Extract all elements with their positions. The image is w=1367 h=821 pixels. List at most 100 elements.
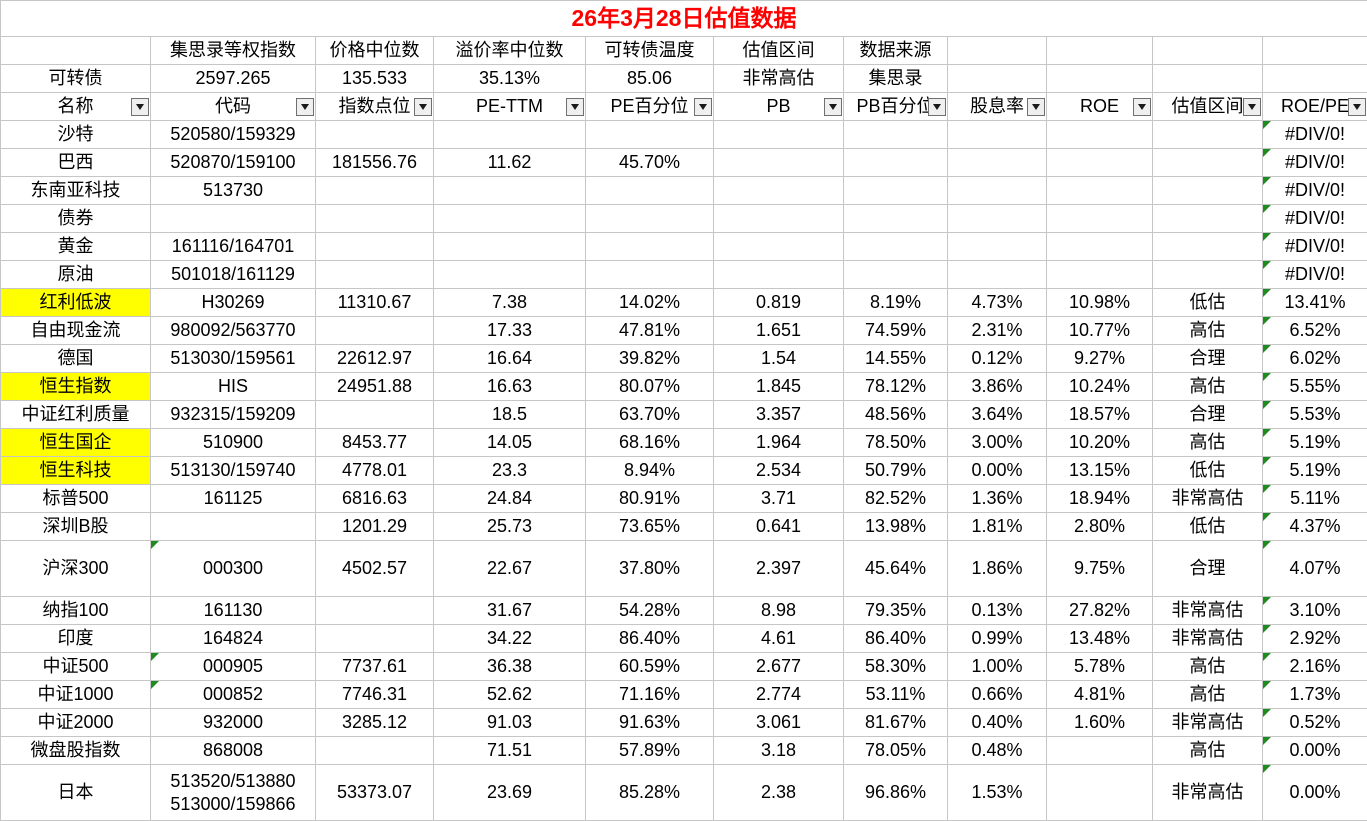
cell-roe-pe[interactable]: 5.53%: [1262, 400, 1367, 429]
cell-index-level[interactable]: 7746.31: [315, 680, 434, 709]
cell-pe-percentile[interactable]: 86.40%: [585, 624, 714, 653]
cell-valuation-zone[interactable]: 非常高估: [1152, 624, 1263, 653]
cell-code[interactable]: 510900: [150, 428, 316, 457]
cell-pb[interactable]: 1.845: [713, 372, 844, 401]
cell-pe-ttm[interactable]: 52.62: [433, 680, 586, 709]
cell-roe[interactable]: 13.48%: [1046, 624, 1153, 653]
cb-header-price-median[interactable]: 价格中位数: [315, 36, 434, 65]
cell-pe-percentile[interactable]: 39.82%: [585, 344, 714, 373]
cell-name[interactable]: 黄金: [0, 232, 151, 261]
cell-roe[interactable]: [1046, 120, 1153, 149]
cell-pe-ttm[interactable]: 34.22: [433, 624, 586, 653]
col-header-valuation-zone[interactable]: 估值区间: [1152, 92, 1263, 121]
cell-dividend-yield[interactable]: 1.81%: [947, 512, 1047, 541]
cell-dividend-yield[interactable]: 0.40%: [947, 708, 1047, 737]
cb-temperature-value[interactable]: 85.06: [585, 64, 714, 93]
cell-roe[interactable]: 2.80%: [1046, 512, 1153, 541]
col-header-name[interactable]: 名称: [0, 92, 151, 121]
cell-pb-percentile[interactable]: 74.59%: [843, 316, 948, 345]
cell-pb[interactable]: 2.38: [713, 764, 844, 821]
cell-dividend-yield[interactable]: 2.31%: [947, 316, 1047, 345]
cell-name[interactable]: 东南亚科技: [0, 176, 151, 205]
cell-pe-percentile[interactable]: [585, 176, 714, 205]
cell-roe[interactable]: 9.27%: [1046, 344, 1153, 373]
cell-pb[interactable]: 1.54: [713, 344, 844, 373]
cell-valuation-zone[interactable]: 非常高估: [1152, 764, 1263, 821]
cell-name[interactable]: 红利低波: [0, 288, 151, 317]
cell-pe-ttm[interactable]: 11.62: [433, 148, 586, 177]
cell-name[interactable]: 深圳B股: [0, 512, 151, 541]
cell-code[interactable]: 980092/563770: [150, 316, 316, 345]
cell-pb-percentile[interactable]: 96.86%: [843, 764, 948, 821]
cell-dividend-yield[interactable]: 0.48%: [947, 736, 1047, 765]
cell-code[interactable]: 520580/159329: [150, 120, 316, 149]
cell-name[interactable]: 沪深300: [0, 540, 151, 597]
cell-valuation-zone[interactable]: 合理: [1152, 540, 1263, 597]
cell-pe-ttm[interactable]: 14.05: [433, 428, 586, 457]
cell-pe-ttm[interactable]: [433, 260, 586, 289]
cell-index-level[interactable]: 24951.88: [315, 372, 434, 401]
cell-roe-pe[interactable]: 4.07%: [1262, 540, 1367, 597]
cell-valuation-zone[interactable]: [1152, 148, 1263, 177]
cell-pb[interactable]: 2.677: [713, 652, 844, 681]
cell-code[interactable]: H30269: [150, 288, 316, 317]
filter-button[interactable]: [694, 97, 712, 116]
cell-dividend-yield[interactable]: 3.86%: [947, 372, 1047, 401]
empty-cell[interactable]: [1262, 64, 1367, 93]
cb-premium-median-value[interactable]: 35.13%: [433, 64, 586, 93]
cell-pe-ttm[interactable]: 91.03: [433, 708, 586, 737]
cell-pe-percentile[interactable]: 68.16%: [585, 428, 714, 457]
cell-roe[interactable]: [1046, 260, 1153, 289]
cell-valuation-zone[interactable]: 高估: [1152, 680, 1263, 709]
cell-code[interactable]: 161125: [150, 484, 316, 513]
cell-pb[interactable]: 3.71: [713, 484, 844, 513]
cell-pb[interactable]: 8.98: [713, 596, 844, 625]
cell-name[interactable]: 债券: [0, 204, 151, 233]
cell-roe[interactable]: 10.77%: [1046, 316, 1153, 345]
cell-roe[interactable]: 1.60%: [1046, 708, 1153, 737]
cell-valuation-zone[interactable]: 非常高估: [1152, 484, 1263, 513]
cell-pb[interactable]: 0.641: [713, 512, 844, 541]
cell-valuation-zone[interactable]: 非常高估: [1152, 596, 1263, 625]
cell-pb[interactable]: 1.964: [713, 428, 844, 457]
cb-header-jisilu-index[interactable]: 集思录等权指数: [150, 36, 316, 65]
cell-pe-percentile[interactable]: 80.91%: [585, 484, 714, 513]
cell-index-level[interactable]: 7737.61: [315, 652, 434, 681]
cell-roe-pe[interactable]: 1.73%: [1262, 680, 1367, 709]
cell-roe-pe[interactable]: 5.19%: [1262, 428, 1367, 457]
cell-pe-percentile[interactable]: 37.80%: [585, 540, 714, 597]
cell-dividend-yield[interactable]: [947, 148, 1047, 177]
cell-dividend-yield[interactable]: 0.00%: [947, 456, 1047, 485]
cell-roe[interactable]: [1046, 148, 1153, 177]
cell-code[interactable]: 868008: [150, 736, 316, 765]
cell-name[interactable]: 印度: [0, 624, 151, 653]
cell-pb-percentile[interactable]: 50.79%: [843, 456, 948, 485]
cell-roe-pe[interactable]: 13.41%: [1262, 288, 1367, 317]
cell-pb-percentile[interactable]: 13.98%: [843, 512, 948, 541]
cell-pe-ttm[interactable]: 22.67: [433, 540, 586, 597]
filter-button[interactable]: [131, 97, 149, 116]
cell-roe[interactable]: 10.24%: [1046, 372, 1153, 401]
filter-button[interactable]: [566, 97, 584, 116]
cb-header-valuation-zone[interactable]: 估值区间: [713, 36, 844, 65]
cell-pe-ttm[interactable]: 18.5: [433, 400, 586, 429]
cell-code[interactable]: 513520/513880 513000/159866: [150, 764, 316, 821]
cell-index-level[interactable]: 3285.12: [315, 708, 434, 737]
cell-pb-percentile[interactable]: 14.55%: [843, 344, 948, 373]
cell-pb-percentile[interactable]: 8.19%: [843, 288, 948, 317]
cell-pb[interactable]: 4.61: [713, 624, 844, 653]
cell-code[interactable]: [150, 512, 316, 541]
cell-roe-pe[interactable]: 5.19%: [1262, 456, 1367, 485]
cell-pb-percentile[interactable]: 82.52%: [843, 484, 948, 513]
cell-index-level[interactable]: [315, 736, 434, 765]
filter-button[interactable]: [296, 97, 314, 116]
cell-pb-percentile[interactable]: 86.40%: [843, 624, 948, 653]
cell-roe[interactable]: [1046, 176, 1153, 205]
cell-pb-percentile[interactable]: 53.11%: [843, 680, 948, 709]
cell-code[interactable]: 513730: [150, 176, 316, 205]
cell-index-level[interactable]: [315, 204, 434, 233]
col-header-pe-ttm[interactable]: PE-TTM: [433, 92, 586, 121]
cell-roe-pe[interactable]: 4.37%: [1262, 512, 1367, 541]
cell-name[interactable]: 恒生指数: [0, 372, 151, 401]
empty-cell[interactable]: [1152, 64, 1263, 93]
